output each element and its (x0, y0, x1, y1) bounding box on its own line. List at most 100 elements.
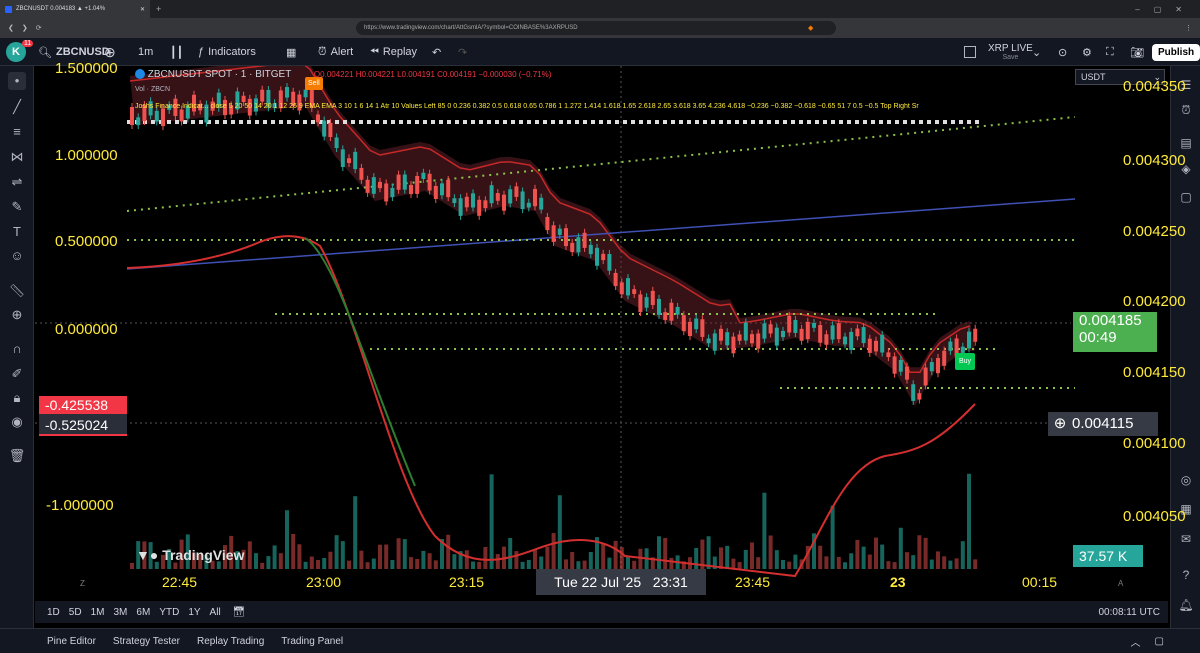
collapse-icon[interactable]: ︿ (1130, 637, 1141, 649)
notifications-icon[interactable]: 🔔︎ (1178, 598, 1194, 612)
time-axis-label: 23:45 (735, 574, 771, 590)
layout-square-icon[interactable] (964, 46, 976, 58)
range-1d[interactable]: 1D (47, 606, 60, 618)
settings-icon[interactable]: ⚙︎ (1082, 46, 1092, 59)
chevron-down-icon[interactable]: ⌄ (1032, 46, 1042, 59)
candle (297, 94, 302, 111)
candle (489, 185, 494, 204)
utc-clock[interactable]: 00:08:11 UTC (1098, 606, 1160, 618)
brush-icon[interactable]: ✎ (11, 199, 23, 214)
chat-icon[interactable]: ▤ (1180, 136, 1192, 150)
chart-canvas[interactable] (35, 66, 1168, 606)
magnet-icon[interactable]: ∩ (12, 341, 22, 356)
legend-title: ZBCNUSDT SPOT · 1 · BITGET (147, 69, 292, 80)
volume-bar (316, 560, 320, 569)
quick-search-icon[interactable]: ⊙ (1058, 46, 1068, 59)
ruler-icon[interactable]: 📏︎ (8, 283, 26, 298)
range-1y[interactable]: 1Y (188, 606, 201, 618)
range-6m[interactable]: 6M (136, 606, 151, 618)
notes-icon[interactable]: ✉ (1180, 532, 1192, 546)
watchlist-icon[interactable]: ☰ (1180, 78, 1192, 92)
favicon-icon (5, 5, 12, 13)
tab-replay-trading[interactable]: Replay Trading (197, 635, 265, 647)
candle (229, 105, 234, 115)
fullscreen-icon[interactable]: ⛶ (1106, 45, 1114, 58)
range-1m[interactable]: 1M (90, 606, 105, 618)
indicator-legend[interactable]: Joshs Finance Indicat... close 5 20 50 1… (135, 103, 919, 110)
help-icon[interactable]: ? (1182, 568, 1190, 582)
scale-z-button[interactable]: Z (80, 579, 85, 588)
go-to-date-icon[interactable]: 📅︎ (232, 606, 246, 618)
volume-bar (880, 544, 885, 569)
symbol-legend[interactable]: ZBCNUSDT SPOT · 1 · BITGET O0.004221 H0.… (135, 69, 551, 80)
window-controls[interactable]: –▢✕ (1135, 4, 1196, 14)
volume-bar (781, 559, 785, 569)
avatar[interactable]: K (6, 42, 26, 62)
range-3m[interactable]: 3M (113, 606, 128, 618)
forward-icon[interactable]: ❯ (21, 25, 28, 32)
alerts-clock-icon[interactable]: ⏰︎ (1181, 103, 1191, 117)
alert-button[interactable]: Alert (330, 46, 354, 58)
redo-icon[interactable]: ↷ (458, 46, 468, 59)
indicators-button[interactable]: Indicators (208, 46, 256, 58)
text-icon[interactable]: T (13, 224, 21, 239)
interval-button[interactable]: 1m (138, 46, 154, 58)
candle (582, 232, 587, 248)
reload-icon[interactable]: ⟳ (35, 25, 42, 32)
range-5d[interactable]: 5D (68, 606, 82, 618)
candle (799, 328, 804, 341)
camera-icon[interactable]: 📷︎ (1130, 46, 1144, 59)
search-icon[interactable]: 🔍︎ (38, 46, 52, 59)
layers-icon[interactable]: ◈ (1181, 162, 1191, 176)
lock-drawing-icon[interactable]: ✐ (11, 366, 23, 381)
candle (198, 104, 203, 111)
back-icon[interactable]: ❮ (8, 25, 14, 32)
new-tab-icon[interactable]: + (156, 4, 162, 14)
prediction-icon[interactable]: ⇌ (11, 174, 23, 189)
tab-strategy-tester[interactable]: Strategy Tester (112, 635, 180, 647)
range-all[interactable]: All (209, 606, 221, 618)
candle (613, 272, 618, 286)
chart-pane[interactable]: 1.500000 1.000000 0.500000 0.000000 -1.0… (35, 60, 1186, 606)
volume-bar (942, 556, 947, 569)
scale-a-button[interactable]: A (1118, 579, 1124, 588)
volume-legend[interactable]: Vol · ZBCN (135, 86, 171, 93)
url-bar[interactable]: https://www.tradingview.com/chart/AttGsm… (356, 21, 836, 35)
zoom-icon[interactable]: ⊕ (11, 307, 23, 322)
menu-icon[interactable]: ⋮ (1185, 25, 1192, 32)
volume-bar (564, 559, 568, 569)
lock-icon[interactable]: 🔒︎ (13, 390, 21, 405)
currency-selector[interactable]: USDT ⌄ (1075, 69, 1165, 85)
volume-bar (570, 551, 575, 569)
trash-icon[interactable]: 🗑︎ (8, 448, 26, 463)
calendar-icon[interactable]: ▦ (1180, 502, 1192, 516)
tab-trading-panel[interactable]: Trading Panel (281, 635, 344, 647)
publish-button[interactable]: Publish (1152, 43, 1200, 61)
volume-bar (669, 557, 674, 569)
range-ytd[interactable]: YTD (159, 606, 180, 618)
layout-name[interactable]: XRP LIVE (988, 43, 1033, 54)
add-alert-plus-icon[interactable]: ⊕ (1053, 415, 1067, 432)
eye-icon[interactable]: ◉ (11, 414, 23, 429)
layouts-icon[interactable]: ▦ (286, 46, 297, 59)
candle (514, 186, 519, 197)
tab-pine-editor[interactable]: Pine Editor (47, 635, 96, 647)
candle (130, 107, 134, 125)
replay-button[interactable]: Replay (382, 46, 418, 58)
close-tab-icon[interactable]: ✕ (139, 6, 145, 13)
symbol-search[interactable]: ZBCNUSD (55, 46, 110, 58)
volume-bar (216, 561, 221, 569)
cursor-icon[interactable]: • (8, 72, 26, 90)
trend-line-icon[interactable]: ╱ (13, 99, 21, 114)
ideas-icon[interactable]: ▢ (1180, 190, 1192, 204)
undo-icon[interactable]: ↶ (432, 46, 442, 59)
maximize-icon[interactable]: ▢ (1154, 635, 1164, 647)
compare-plus-icon[interactable]: ⊕ (104, 43, 116, 60)
pattern-icon[interactable]: ⋈ (10, 149, 24, 164)
fib-icon[interactable]: ≡ (13, 124, 21, 139)
extensions-icon[interactable]: ◆ (808, 25, 814, 32)
browser-tab[interactable]: ZBCNUSDT 0.004183 ▲ +1.04% ✕ (0, 0, 150, 18)
chart-type-icon[interactable]: ┃┃ (170, 46, 184, 59)
emoji-icon[interactable]: ☺ (10, 248, 24, 263)
hotlist-icon[interactable]: ◎ (1180, 473, 1192, 487)
